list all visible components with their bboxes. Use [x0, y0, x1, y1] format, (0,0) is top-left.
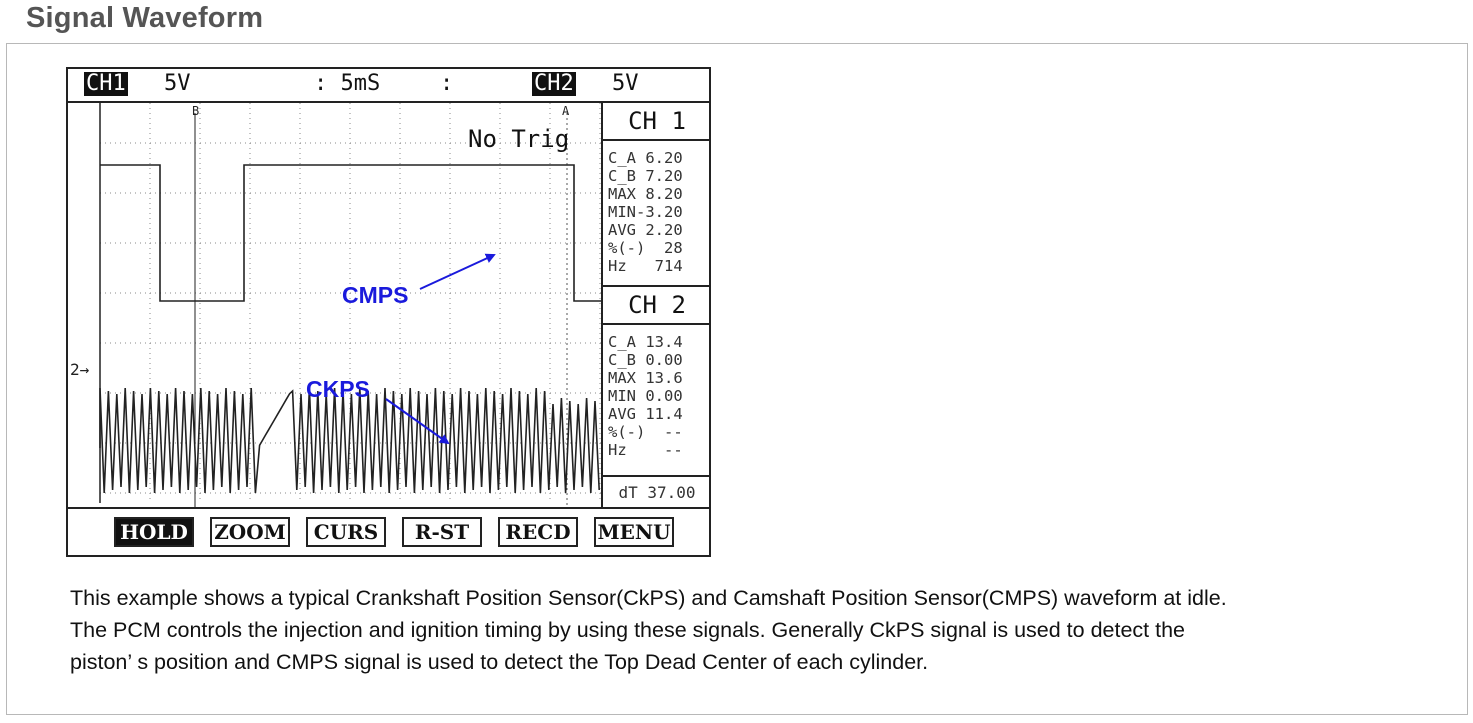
ch1-volts-div: 5V	[164, 71, 191, 96]
ch1-stat-cb: C_B 7.20	[608, 167, 683, 185]
ckps-waveform	[99, 387, 600, 494]
ch2-stat-max: MAX 13.6	[608, 369, 683, 387]
softkey-menu: MENU	[594, 517, 674, 547]
softkey-rst: R-ST	[402, 517, 482, 547]
ch1-stat-duty: %(-) 28	[608, 239, 683, 257]
trigger-status: No Trig	[468, 125, 569, 153]
ckps-annotation-arrow	[385, 398, 450, 445]
ch2-panel-title: CH 2	[603, 287, 711, 325]
ch1-stat-hz: Hz 714	[608, 257, 683, 275]
description-line-1: This example shows a typical Crankshaft …	[70, 586, 1227, 610]
ch1-panel-title: CH 1	[603, 103, 711, 141]
cmps-annotation-label: CMPS	[342, 282, 408, 308]
description-line-3: piston’ s position and CMPS signal is us…	[70, 650, 929, 674]
cmps-waveform	[100, 164, 601, 302]
delta-time-readout: dT 37.00	[603, 475, 711, 509]
ch1-label: CH1	[84, 71, 128, 96]
waveform-plot: B A No Trig 2→ 1→ CMPS CKPS	[68, 103, 601, 507]
section-title: Signal Waveform	[26, 2, 264, 34]
softkey-zoom: ZOOM	[210, 517, 290, 547]
description-line-2: The PCM controls the injection and ignit…	[70, 618, 1186, 642]
ch2-stat-hz: Hz --	[608, 441, 683, 459]
topbar-separator: :	[440, 71, 454, 96]
ch2-ground-marker: 2→	[70, 360, 90, 379]
ch2-stat-ca: C_A 13.4	[608, 333, 683, 351]
cmps-annotation-arrow	[419, 253, 496, 290]
oscilloscope-screenshot: CH1 5V : 5mS : CH2 5V B A No Trig 2→ 1→ …	[66, 67, 711, 557]
ch2-stat-cb: C_B 0.00	[608, 351, 683, 369]
plot-grid	[100, 103, 601, 503]
timebase: : 5mS	[314, 71, 381, 96]
softkey-curs: CURS	[306, 517, 386, 547]
waveform-description: This example shows a typical Crankshaft …	[70, 582, 1460, 678]
ch2-stat-min: MIN 0.00	[608, 387, 683, 405]
scope-top-bar: CH1 5V : 5mS : CH2 5V	[68, 69, 709, 103]
cursor-a-label: A	[562, 104, 570, 118]
content-frame	[6, 43, 1468, 715]
measurement-panel: CH 1 C_A 6.20 C_B 7.20 MAX 8.20 MIN-3.20…	[601, 103, 711, 507]
ch1-stat-max: MAX 8.20	[608, 185, 683, 203]
ch2-stat-avg: AVG 11.4	[608, 405, 683, 423]
cursor-b-label: B	[192, 104, 199, 118]
panel-divider	[603, 285, 711, 287]
ch1-stat-ca: C_A 6.20	[608, 149, 683, 167]
softkey-recd: RECD	[498, 517, 578, 547]
ckps-annotation-label: CKPS	[306, 376, 370, 402]
softkey-hold: HOLD	[114, 517, 194, 547]
ch1-stat-min: MIN-3.20	[608, 203, 683, 221]
ch2-stat-duty: %(-) --	[608, 423, 683, 441]
ch2-label: CH2	[532, 71, 576, 96]
ch2-volts-div: 5V	[612, 71, 639, 96]
softkey-bar: HOLD ZOOM CURS R-ST RECD MENU	[68, 507, 709, 557]
ch1-stat-avg: AVG 2.20	[608, 221, 683, 239]
